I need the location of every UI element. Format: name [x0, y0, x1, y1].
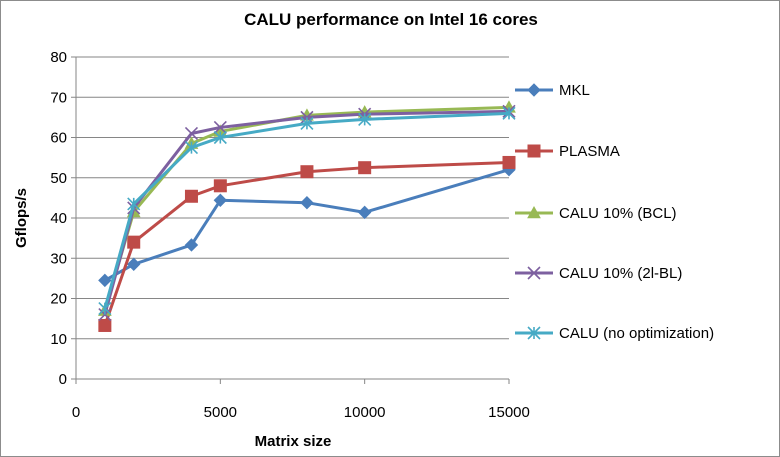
x-tick-label: 10000: [344, 404, 386, 421]
series-mkl: [98, 162, 516, 288]
x-tick-label: 15000: [488, 404, 530, 421]
legend-label-calu-10-bcl: CALU 10% (BCL): [559, 205, 677, 222]
y-tick-label: 20: [50, 291, 67, 308]
y-tick-label: 80: [50, 49, 67, 66]
data-point-calu-10-2l-bl: [213, 120, 227, 135]
data-point-plasma: [127, 235, 141, 249]
data-point-calu-10-2l-bl: [98, 308, 112, 322]
data-point-mkl: [98, 273, 112, 288]
chart-title: CALU performance on Intel 16 cores: [244, 10, 538, 29]
series-line-calu-10-2l-bl: [103, 109, 510, 315]
legend-label-calu-10-2l-bl: CALU 10% (2l-BL): [559, 265, 682, 282]
legend-marker-calu-10-bcl: [527, 205, 541, 219]
tick-labels: 0 10 20 30 40 50 60 70 80 0 5000 10000 15000: [50, 49, 530, 421]
legend-label-calu-no-optimization: CALU (no optimization): [559, 325, 714, 342]
data-point-calu-no-optimization: [184, 140, 199, 155]
legend-label-mkl: MKL: [559, 82, 590, 99]
y-tick-label: 40: [50, 210, 67, 227]
data-point-plasma: [358, 161, 372, 175]
legend-entry-mkl: MKL: [515, 82, 590, 99]
y-tick-label: 0: [59, 371, 67, 388]
data-point-calu-10-2l-bl: [300, 110, 314, 124]
legend-entry-plasma: PLASMA: [515, 143, 620, 160]
x-tick-label: 0: [72, 404, 80, 421]
data-point-plasma: [213, 179, 227, 193]
legend-entry-calu-10-bcl: CALU 10% (BCL): [515, 205, 677, 222]
legend-marker-plasma: [527, 144, 541, 158]
data-point-plasma: [502, 155, 516, 169]
legend-marker-calu-no-optimization: [527, 326, 541, 340]
x-axis-title: Matrix size: [255, 433, 332, 450]
data-point-plasma: [98, 318, 112, 332]
x-tick-label: 5000: [204, 404, 237, 421]
legend-marker-calu-10-2l-bl: [527, 266, 541, 280]
data-point-calu-no-optimization: [98, 301, 112, 316]
series-line-mkl: [104, 168, 510, 282]
legend: MKL PLASMA CALU 10% (BCL) CALU 10% (2l-BL) C…: [515, 82, 714, 342]
data-point-calu-no-optimization: [127, 197, 141, 211]
y-tick-label: 70: [50, 89, 67, 106]
y-tick-label: 60: [50, 130, 67, 147]
series-calu-no-optimization: [98, 106, 516, 316]
series-line-calu-no-optimization: [103, 111, 510, 309]
series-plasma: [98, 155, 516, 332]
y-axis-title: Gflops/s: [13, 188, 30, 248]
data-point-calu-no-optimization: [300, 116, 314, 130]
y-tick-label: 10: [50, 331, 67, 348]
legend-entry-calu-10-2l-bl: CALU 10% (2l-BL): [515, 265, 682, 282]
data-point-calu-10-2l-bl: [184, 126, 199, 141]
legend-label-plasma: PLASMA: [559, 143, 620, 160]
legend-entry-calu-no-optimization: CALU (no optimization): [515, 325, 714, 342]
data-point-mkl: [127, 257, 141, 271]
data-point-mkl: [184, 238, 199, 252]
y-tick-label: 50: [50, 170, 67, 187]
series-group: [98, 100, 516, 332]
data-point-calu-no-optimization: [502, 106, 516, 120]
axes: [71, 56, 510, 384]
data-point-plasma: [300, 165, 314, 179]
y-tick-label: 30: [50, 250, 67, 267]
data-point-calu-no-optimization: [213, 130, 227, 145]
legend-marker-mkl: [527, 83, 541, 97]
data-point-plasma: [184, 189, 198, 203]
data-point-mkl: [213, 193, 228, 207]
data-point-mkl: [357, 205, 372, 220]
data-point-mkl: [300, 195, 314, 210]
data-point-calu-no-optimization: [358, 112, 372, 126]
